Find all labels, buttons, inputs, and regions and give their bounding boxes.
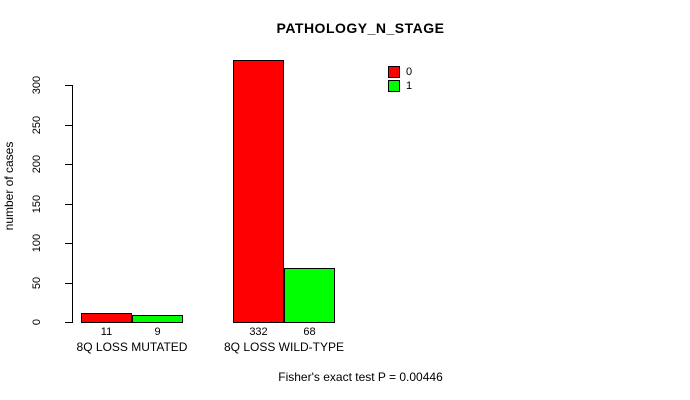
y-axis-tick-label: 250 (31, 115, 43, 134)
legend-item: 1 (388, 79, 412, 93)
y-axis-tick (65, 243, 72, 244)
y-axis-tick-label: 200 (31, 154, 43, 174)
y-axis-tick-label: 50 (31, 276, 43, 289)
y-axis-tick-label: 300 (31, 75, 43, 95)
y-axis-tick-label: 150 (31, 194, 43, 213)
legend-item-label: 1 (406, 80, 413, 92)
y-axis-label: number of cases (2, 141, 16, 231)
y-axis-tick (65, 322, 72, 323)
y-axis-tick (65, 164, 72, 165)
bar-value-label: 332 (249, 326, 268, 338)
y-axis-line (72, 85, 73, 323)
y-axis-tick (65, 124, 72, 126)
legend-item: 0 (388, 65, 412, 79)
bar-value-label: 9 (154, 326, 161, 338)
category-label: 8Q LOSS MUTATED (76, 340, 188, 354)
y-axis-tick (65, 203, 72, 205)
legend-swatch-icon (388, 80, 400, 92)
legend-swatch-icon (388, 66, 400, 78)
category-label: 8Q LOSS WILD-TYPE (223, 340, 345, 354)
y-axis-tick (65, 282, 72, 284)
bar-series0-wildtype (233, 60, 284, 323)
y-axis-tick-label: 100 (31, 233, 43, 253)
legend-item-label: 0 (406, 66, 413, 78)
bar-value-label: 11 (100, 326, 113, 338)
bar-series1-wildtype (284, 268, 335, 323)
bar-series1-mutated (132, 315, 183, 323)
bar-value-label: 68 (303, 326, 316, 338)
y-axis-tick (65, 85, 72, 86)
chart-title: PATHOLOGY_N_STAGE (276, 20, 445, 36)
bar-series0-mutated (81, 313, 132, 323)
stat-annotation: Fisher's exact test P = 0.00446 (278, 370, 443, 384)
y-axis-tick-label: 0 (31, 318, 43, 326)
